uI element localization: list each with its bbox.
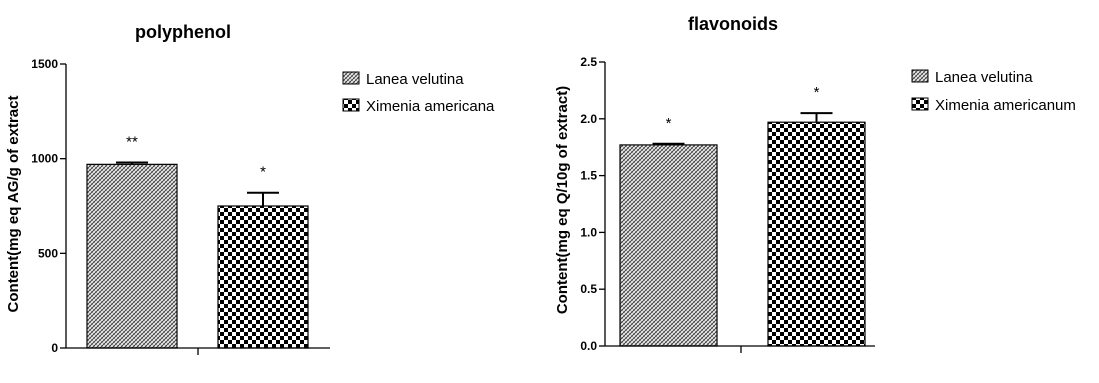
error-bars <box>116 161 279 206</box>
y-tick-label: 500 <box>38 246 58 260</box>
panel-title: polyphenol <box>135 22 231 42</box>
bar <box>86 163 178 349</box>
y-tick-label: 2.0 <box>580 112 597 126</box>
y-tick-label: 0.5 <box>580 282 597 296</box>
legend-entry: Lanea velutina <box>342 71 464 88</box>
legend-label: Lanea velutina <box>935 69 1033 86</box>
flavonoids-panel: flavonoids Content(mg eq Q/10g of extrac… <box>554 14 1076 353</box>
y-axis-ticks: 0.0 0.5 1.0 1.5 2.0 2.5 <box>580 55 605 353</box>
legend-entry: Ximenia americanum <box>911 97 1076 114</box>
bar <box>217 205 309 349</box>
bar <box>619 144 718 347</box>
panel-title: flavonoids <box>688 14 778 34</box>
polyphenol-panel: polyphenol Content(mg eq AG/g of extract… <box>5 22 495 355</box>
legend-entry: Ximenia americana <box>342 98 495 115</box>
y-axis-label: Content(mg eq AG/g of extract <box>5 96 22 313</box>
significance-labels: ** <box>666 84 820 132</box>
y-tick-label: 0 <box>51 341 58 355</box>
y-tick-label: 1.0 <box>580 225 597 239</box>
y-tick-label: 1500 <box>31 57 58 71</box>
y-tick-label: 0.0 <box>580 339 597 353</box>
y-axis-ticks: 0 500 1000 1500 <box>31 57 66 355</box>
legend-label: Ximenia americana <box>366 98 495 115</box>
y-tick-label: 1.5 <box>580 169 597 183</box>
legend-swatch <box>342 98 360 112</box>
y-tick-label: 2.5 <box>580 55 597 69</box>
bar <box>767 121 866 347</box>
y-tick-label: 1000 <box>31 152 58 166</box>
significance-labels: *** <box>126 133 266 180</box>
significance-label: * <box>260 164 266 181</box>
significance-label: ** <box>126 133 138 150</box>
bars <box>619 121 866 347</box>
legend: Lanea velutina Ximenia americanum <box>911 69 1076 114</box>
legend-entry: Lanea velutina <box>911 69 1033 86</box>
significance-label: * <box>666 115 672 132</box>
legend-label: Ximenia americanum <box>935 97 1076 114</box>
error-bars <box>652 112 833 145</box>
legend: Lanea velutina Ximenia americana <box>342 71 495 115</box>
y-axis-label: Content(mg eq Q/10g of extract) <box>554 86 571 314</box>
legend-swatch <box>911 69 929 83</box>
significance-label: * <box>814 84 820 101</box>
legend-swatch <box>342 71 360 85</box>
legend-swatch <box>911 97 929 111</box>
legend-label: Lanea velutina <box>366 71 464 88</box>
